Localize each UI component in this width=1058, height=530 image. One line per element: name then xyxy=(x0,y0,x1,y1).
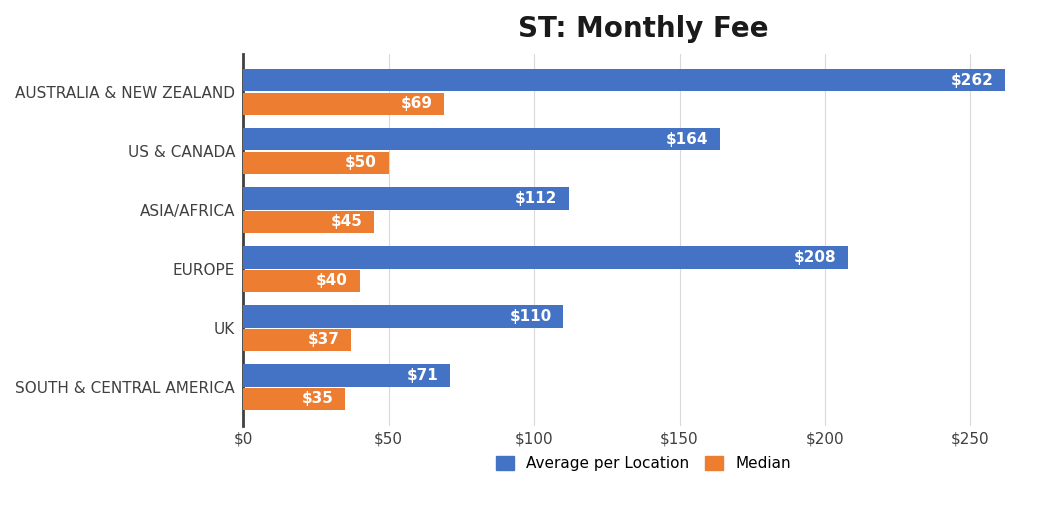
Bar xyxy=(243,270,360,292)
Title: ST: Monthly Fee: ST: Monthly Fee xyxy=(518,15,768,43)
Bar xyxy=(243,93,444,115)
Bar xyxy=(243,388,345,410)
Text: $40: $40 xyxy=(316,273,348,288)
Bar xyxy=(243,187,569,209)
Bar xyxy=(243,69,1005,92)
Text: $112: $112 xyxy=(515,191,558,206)
Bar xyxy=(243,329,351,351)
Text: $71: $71 xyxy=(406,368,438,383)
Bar xyxy=(243,246,849,269)
Text: $208: $208 xyxy=(794,250,837,265)
Text: $45: $45 xyxy=(331,215,363,229)
Text: $37: $37 xyxy=(308,332,340,348)
Bar xyxy=(243,152,388,174)
Text: $262: $262 xyxy=(951,73,993,88)
Text: $35: $35 xyxy=(302,392,333,407)
Bar xyxy=(243,305,563,328)
Bar xyxy=(243,364,450,386)
Bar xyxy=(243,211,375,233)
Text: $69: $69 xyxy=(400,96,433,111)
Legend: Average per Location, Median: Average per Location, Median xyxy=(490,450,797,478)
Text: $164: $164 xyxy=(667,132,709,147)
Bar xyxy=(243,128,720,151)
Text: $50: $50 xyxy=(345,155,377,170)
Text: $110: $110 xyxy=(509,309,551,324)
